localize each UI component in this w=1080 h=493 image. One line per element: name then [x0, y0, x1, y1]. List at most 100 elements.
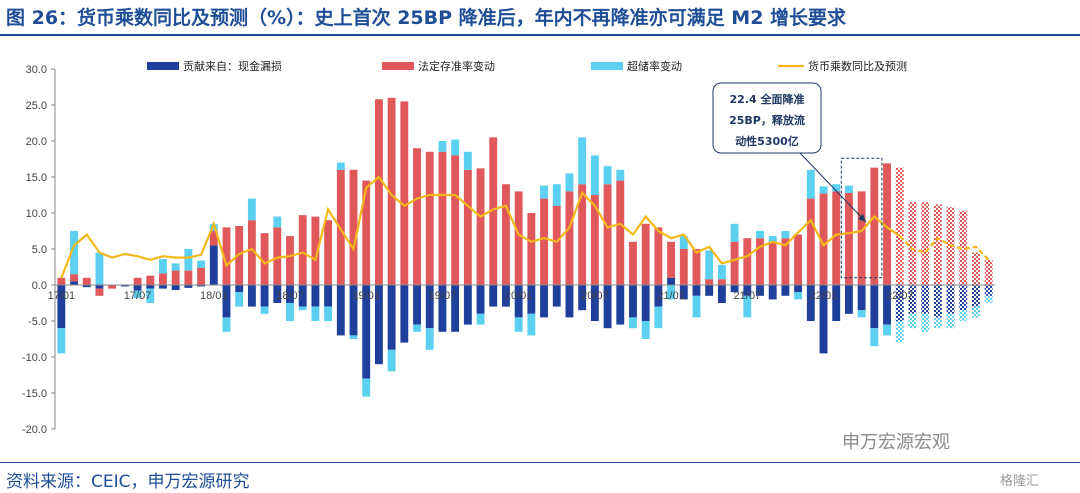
bar-cash-leakage: [984, 285, 993, 296]
bar-excess-reserve: [425, 328, 434, 350]
bar-excess-reserve: [565, 173, 574, 192]
x-tick-label: 22/01: [810, 290, 838, 302]
bar-excess-reserve: [756, 231, 764, 239]
source-note: 资料来源：CEIC，申万宏源研究: [6, 472, 250, 492]
bar-required-reserve: [590, 195, 599, 285]
bar-cash-leakage: [921, 285, 930, 314]
bar-cash-leakage: [972, 285, 980, 307]
bar-cash-leakage: [705, 285, 714, 296]
y-tick-label: -5.0: [28, 316, 47, 328]
bar-excess-reserve: [641, 321, 650, 339]
bar-cash-leakage: [235, 285, 244, 293]
legend-cash-leakage-label: 贡献来自：现金漏损: [183, 59, 282, 73]
bar-excess-reserve: [921, 313, 930, 332]
bar-cash-leakage: [857, 285, 866, 311]
bar-required-reserve: [349, 169, 358, 285]
bar-excess-reserve: [603, 166, 612, 185]
bar-cash-leakage: [159, 285, 167, 289]
bar-excess-reserve: [146, 288, 155, 303]
bar-cash-leakage: [438, 285, 447, 332]
bar-cash-leakage: [70, 281, 78, 285]
bar-excess-reserve: [514, 317, 523, 332]
bar-excess-reserve: [895, 321, 904, 343]
bar-cash-leakage: [616, 285, 625, 325]
bar-cash-leakage: [324, 285, 333, 307]
bar-excess-reserve: [794, 292, 803, 300]
bar-required-reserve: [273, 227, 282, 285]
bar-excess-reserve: [933, 317, 942, 329]
bar-required-reserve: [502, 184, 510, 285]
annotation-connector: [799, 152, 867, 223]
bar-excess-reserve: [476, 313, 485, 325]
bar-required-reserve: [781, 238, 790, 285]
bar-cash-leakage: [692, 285, 701, 296]
bar-excess-reserve: [781, 231, 790, 239]
chart-svg: 30.0 25.0 20.0 15.0 10.0 5.0 0.0 -5.0 -10.0 -15.0…: [22, 59, 995, 436]
bar-cash-leakage: [95, 285, 104, 289]
bar-excess-reserve: [235, 292, 244, 307]
bar-excess-reserve: [819, 186, 828, 194]
bar-required-reserve: [159, 273, 167, 285]
y-tick-label: 25.0: [26, 100, 47, 112]
bar-cash-leakage: [654, 285, 663, 307]
bar-cash-leakage: [667, 277, 676, 285]
bar-excess-reserve: [832, 184, 841, 192]
bar-required-reserve: [603, 184, 612, 285]
bar-cash-leakage: [717, 285, 726, 303]
bar-required-reserve: [82, 277, 91, 285]
bar-required-reserve: [692, 249, 701, 285]
bar-required-reserve: [222, 227, 231, 285]
bar-required-reserve: [171, 270, 180, 285]
bar-excess-reserve: [959, 310, 968, 321]
bar-excess-reserve: [286, 303, 294, 321]
bar-required-reserve: [146, 275, 155, 285]
bar-excess-reserve: [616, 169, 625, 181]
bar-excess-reserve: [336, 162, 345, 170]
bar-required-reserve: [286, 236, 294, 285]
bar-excess-reserve: [883, 324, 891, 336]
bar-cash-leakage: [730, 285, 739, 293]
bar-excess-reserve: [984, 295, 993, 303]
bar-required-reserve: [641, 223, 650, 285]
bar-cash-leakage: [819, 285, 828, 354]
bar-excess-reserve: [95, 252, 104, 285]
bar-excess-reserve: [527, 313, 536, 336]
bar-excess-reserve: [692, 295, 701, 318]
bar-cash-leakage: [806, 285, 815, 321]
bar-excess-reserve: [946, 313, 955, 329]
bar-excess-reserve: [654, 306, 663, 329]
bar-cash-leakage: [413, 285, 421, 325]
bar-required-reserve: [908, 202, 917, 285]
bar-required-reserve: [895, 167, 904, 285]
bar-required-reserve: [679, 249, 688, 285]
bar-cash-leakage: [514, 285, 523, 318]
bar-excess-reserve: [870, 328, 879, 347]
bar-cash-leakage: [336, 285, 345, 336]
bar-required-reserve: [247, 220, 256, 285]
bar-required-reserve: [832, 191, 841, 285]
annotation-box: [712, 82, 822, 154]
bar-required-reserve: [844, 192, 853, 285]
bar-required-reserve: [400, 101, 409, 286]
y-tick-label: -15.0: [22, 388, 47, 400]
y-tick-label: 10.0: [26, 208, 47, 220]
bar-excess-reserve: [451, 139, 460, 156]
annotation-arrowhead: [858, 214, 866, 222]
title-divider: [0, 34, 1080, 36]
bar-required-reserve: [413, 148, 421, 285]
bar-cash-leakage: [247, 285, 256, 307]
x-tick-label: 18/07: [276, 290, 304, 302]
x-tick-label: 17/01: [48, 290, 76, 302]
bar-required-reserve: [565, 191, 574, 285]
bar-required-reserve: [209, 231, 218, 246]
bar-excess-reserve: [159, 259, 167, 274]
bar-excess-reserve: [552, 184, 561, 206]
bar-cash-leakage: [756, 285, 764, 296]
bar-excess-reserve: [171, 263, 180, 271]
bar-required-reserve: [336, 169, 345, 285]
bar-cash-leakage: [209, 245, 218, 285]
bar-required-reserve: [514, 191, 523, 285]
y-tick-label: 5.0: [32, 244, 47, 256]
bar-cash-leakage: [743, 285, 752, 296]
bar-required-reserve: [806, 198, 815, 285]
